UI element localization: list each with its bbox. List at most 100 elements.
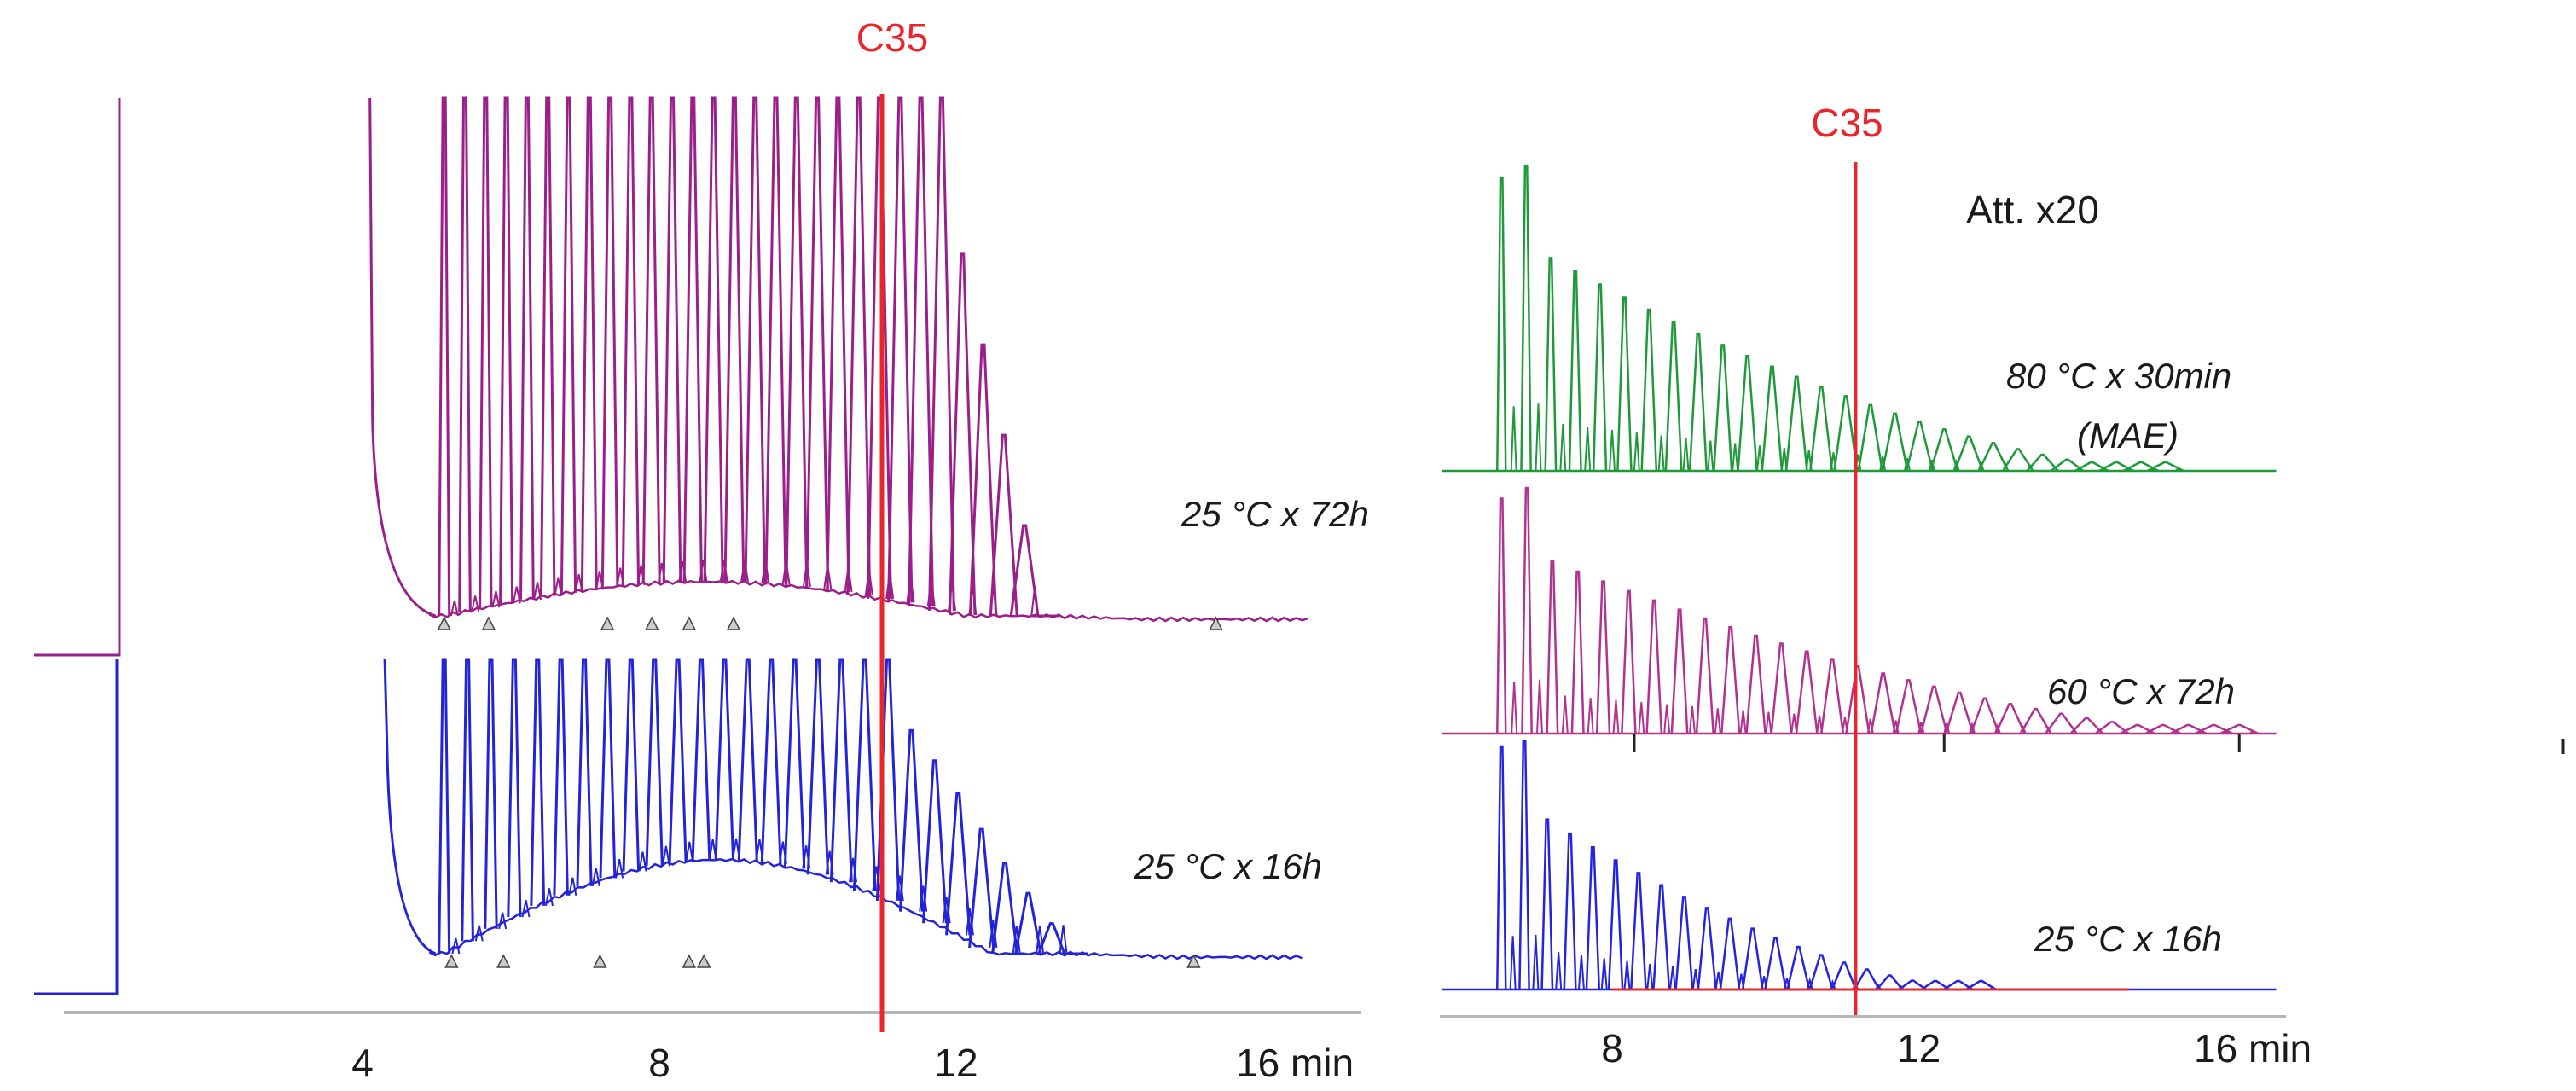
right-trace-label-80c: 80 °C x 30min [2006,356,2231,396]
right-minor-peak-1 [1765,711,1772,734]
right-peak-1 [2019,707,2052,734]
left-peak-0 [703,96,724,583]
left-peak-1 [806,658,830,875]
right-minor-peak-0 [1609,429,1616,472]
right-panel: 8 12 16 min C35 Att. x20 80 °C x 30min (MA… [1440,101,2312,1071]
right-minor-peak-0 [1657,435,1665,472]
left-peak-0 [867,96,892,599]
left-peak-1 [760,658,782,865]
right-peak-0 [2146,461,2184,473]
left-trace-label-72h: 25 °C x 72h [1181,494,1369,534]
left-c35-marker-label: C35 [856,15,928,60]
left-solvent-front-1 [383,659,437,955]
left-integration-marker-0 [1209,616,1223,630]
right-minor-peak-2 [1509,936,1517,990]
right-peak-0 [2002,448,2034,472]
right-peak-2 [1585,845,1600,990]
left-minor-peak-1 [591,868,600,887]
left-minor-peak-1 [1012,926,1021,955]
right-peak-1 [1970,697,2000,734]
right-tick-label: 8 [1601,1026,1623,1071]
left-peak-1 [668,658,688,863]
right-minor-peak-1 [1561,695,1569,734]
right-trace-label-80c-mae: (MAE) [2077,415,2179,456]
right-peak-0 [1857,403,1883,472]
left-peak-1 [968,827,995,949]
right-peak-2 [1965,979,1997,991]
left-peak-1 [622,658,641,872]
left-peak-0 [519,96,535,600]
left-peak-1 [461,658,474,942]
left-peak-1 [852,658,877,891]
left-minor-peak-0 [512,586,521,604]
left-peak-0 [764,96,787,585]
left-peak-1 [829,658,853,883]
right-minor-peak-2 [1623,960,1631,990]
left-peak-0 [968,343,998,617]
right-peak-0 [1784,375,1808,472]
left-peak-0 [744,96,766,583]
left-peak-0 [479,96,493,608]
left-peak-1 [530,658,546,906]
right-peak-0 [1664,321,1683,472]
left-integration-marker-0 [481,616,496,630]
left-peak-1 [484,658,498,929]
left-peak-0 [539,96,556,596]
right-peak-1 [1670,608,1689,734]
left-minor-peak-1 [451,937,461,955]
left-integration-marker-0 [645,616,659,630]
right-minor-peak-0 [1952,458,1960,472]
left-peak-0 [580,96,598,590]
left-minor-peak-1 [521,900,531,918]
right-minor-peak-1 [1612,699,1620,734]
left-integration-marker-1 [444,954,459,968]
left-peak-0 [908,96,935,607]
right-peak-1 [1770,642,1793,734]
right-minor-peak-2 [1532,934,1540,990]
right-peak-1 [1695,617,1714,734]
right-minor-peak-1 [1535,679,1543,734]
right-peak-1 [1570,570,1585,734]
left-minor-peak-1 [1059,925,1068,955]
left-peak-0 [621,96,641,585]
left-minor-peak-1 [615,859,624,879]
right-minor-peak-1 [1790,713,1798,734]
right-peak-0 [1520,164,1532,472]
left-peak-0 [846,96,872,595]
right-peak-2 [1630,872,1647,990]
left-integration-marker-0 [682,616,697,630]
left-x-axis: 4 8 12 16 min [64,1011,1361,1085]
right-peak-0 [1929,428,1959,472]
right-peak-0 [1833,395,1859,472]
right-peak-2 [1808,954,1834,990]
left-peak-1 [553,658,569,896]
right-minor-peak-1 [1969,721,1976,734]
right-peak-1 [1819,658,1845,734]
left-peak-0 [723,96,746,583]
right-peak-0 [1616,296,1633,472]
left-peak-0 [989,433,1018,617]
left-minor-peak-0 [450,600,459,617]
right-peak-0 [1737,355,1758,472]
left-peak-1 [714,658,735,861]
right-peak-0 [1568,270,1582,472]
right-minor-peak-0 [1928,460,1935,472]
right-minor-peak-0 [1756,445,1763,472]
right-peak-2 [1719,917,1741,990]
right-minor-peak-1 [1714,708,1721,734]
right-peak-1 [1745,634,1767,734]
left-traces [34,96,1308,995]
left-integration-marker-1 [696,954,711,968]
right-peak-1 [2169,723,2208,735]
right-peak-0 [1906,421,1934,472]
right-peak-2 [1741,927,1764,990]
right-peak-0 [2098,461,2134,473]
right-peak-0 [1544,257,1558,472]
right-minor-peak-0 [1904,458,1911,472]
left-minor-peak-0 [1030,586,1040,617]
right-peak-0 [2122,461,2160,473]
right-peak-2 [1764,937,1787,990]
left-trace-label-16h: 25 °C x 16h [1134,846,1322,886]
right-minor-peak-0 [1732,443,1739,472]
